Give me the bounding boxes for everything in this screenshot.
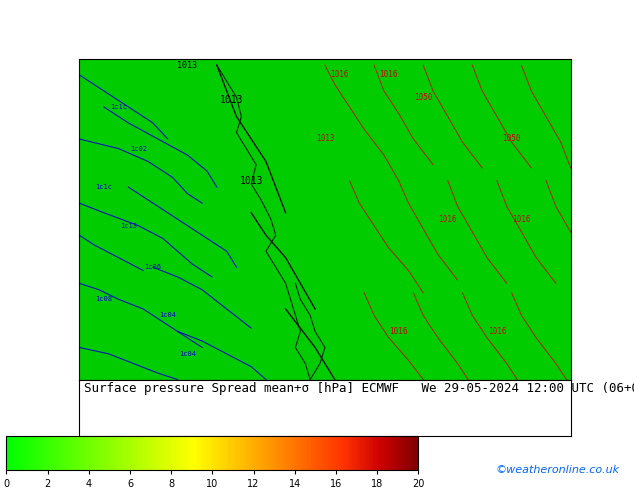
Text: 1013: 1013 — [240, 176, 263, 186]
Text: 1c1c: 1c1c — [110, 104, 127, 110]
Text: 1016: 1016 — [380, 71, 398, 79]
Text: 1c1c: 1c1c — [95, 184, 112, 190]
Text: 1c06: 1c06 — [145, 264, 162, 270]
Text: 1c13: 1c13 — [120, 222, 137, 228]
Text: Surface pressure Spread mean+σ [hPa] ECMWF   We 29-05-2024 12:00 UTC (06+06): Surface pressure Spread mean+σ [hPa] ECM… — [84, 382, 634, 395]
Text: 1c08: 1c08 — [95, 296, 112, 302]
Text: 1c04: 1c04 — [159, 312, 176, 318]
Text: 1c04: 1c04 — [179, 351, 196, 357]
Text: 1013: 1013 — [316, 134, 334, 144]
Text: 1016: 1016 — [488, 327, 506, 336]
Text: 1013: 1013 — [178, 61, 197, 70]
Text: 1050: 1050 — [502, 134, 521, 144]
Text: 1c02: 1c02 — [130, 146, 146, 151]
Text: 1016: 1016 — [389, 327, 408, 336]
Text: 1016: 1016 — [512, 215, 531, 223]
Text: 1016: 1016 — [439, 215, 457, 223]
Text: 1013: 1013 — [220, 96, 243, 105]
Text: 1016: 1016 — [330, 71, 349, 79]
Text: 1050: 1050 — [414, 93, 432, 102]
Text: ©weatheronline.co.uk: ©weatheronline.co.uk — [496, 466, 620, 475]
